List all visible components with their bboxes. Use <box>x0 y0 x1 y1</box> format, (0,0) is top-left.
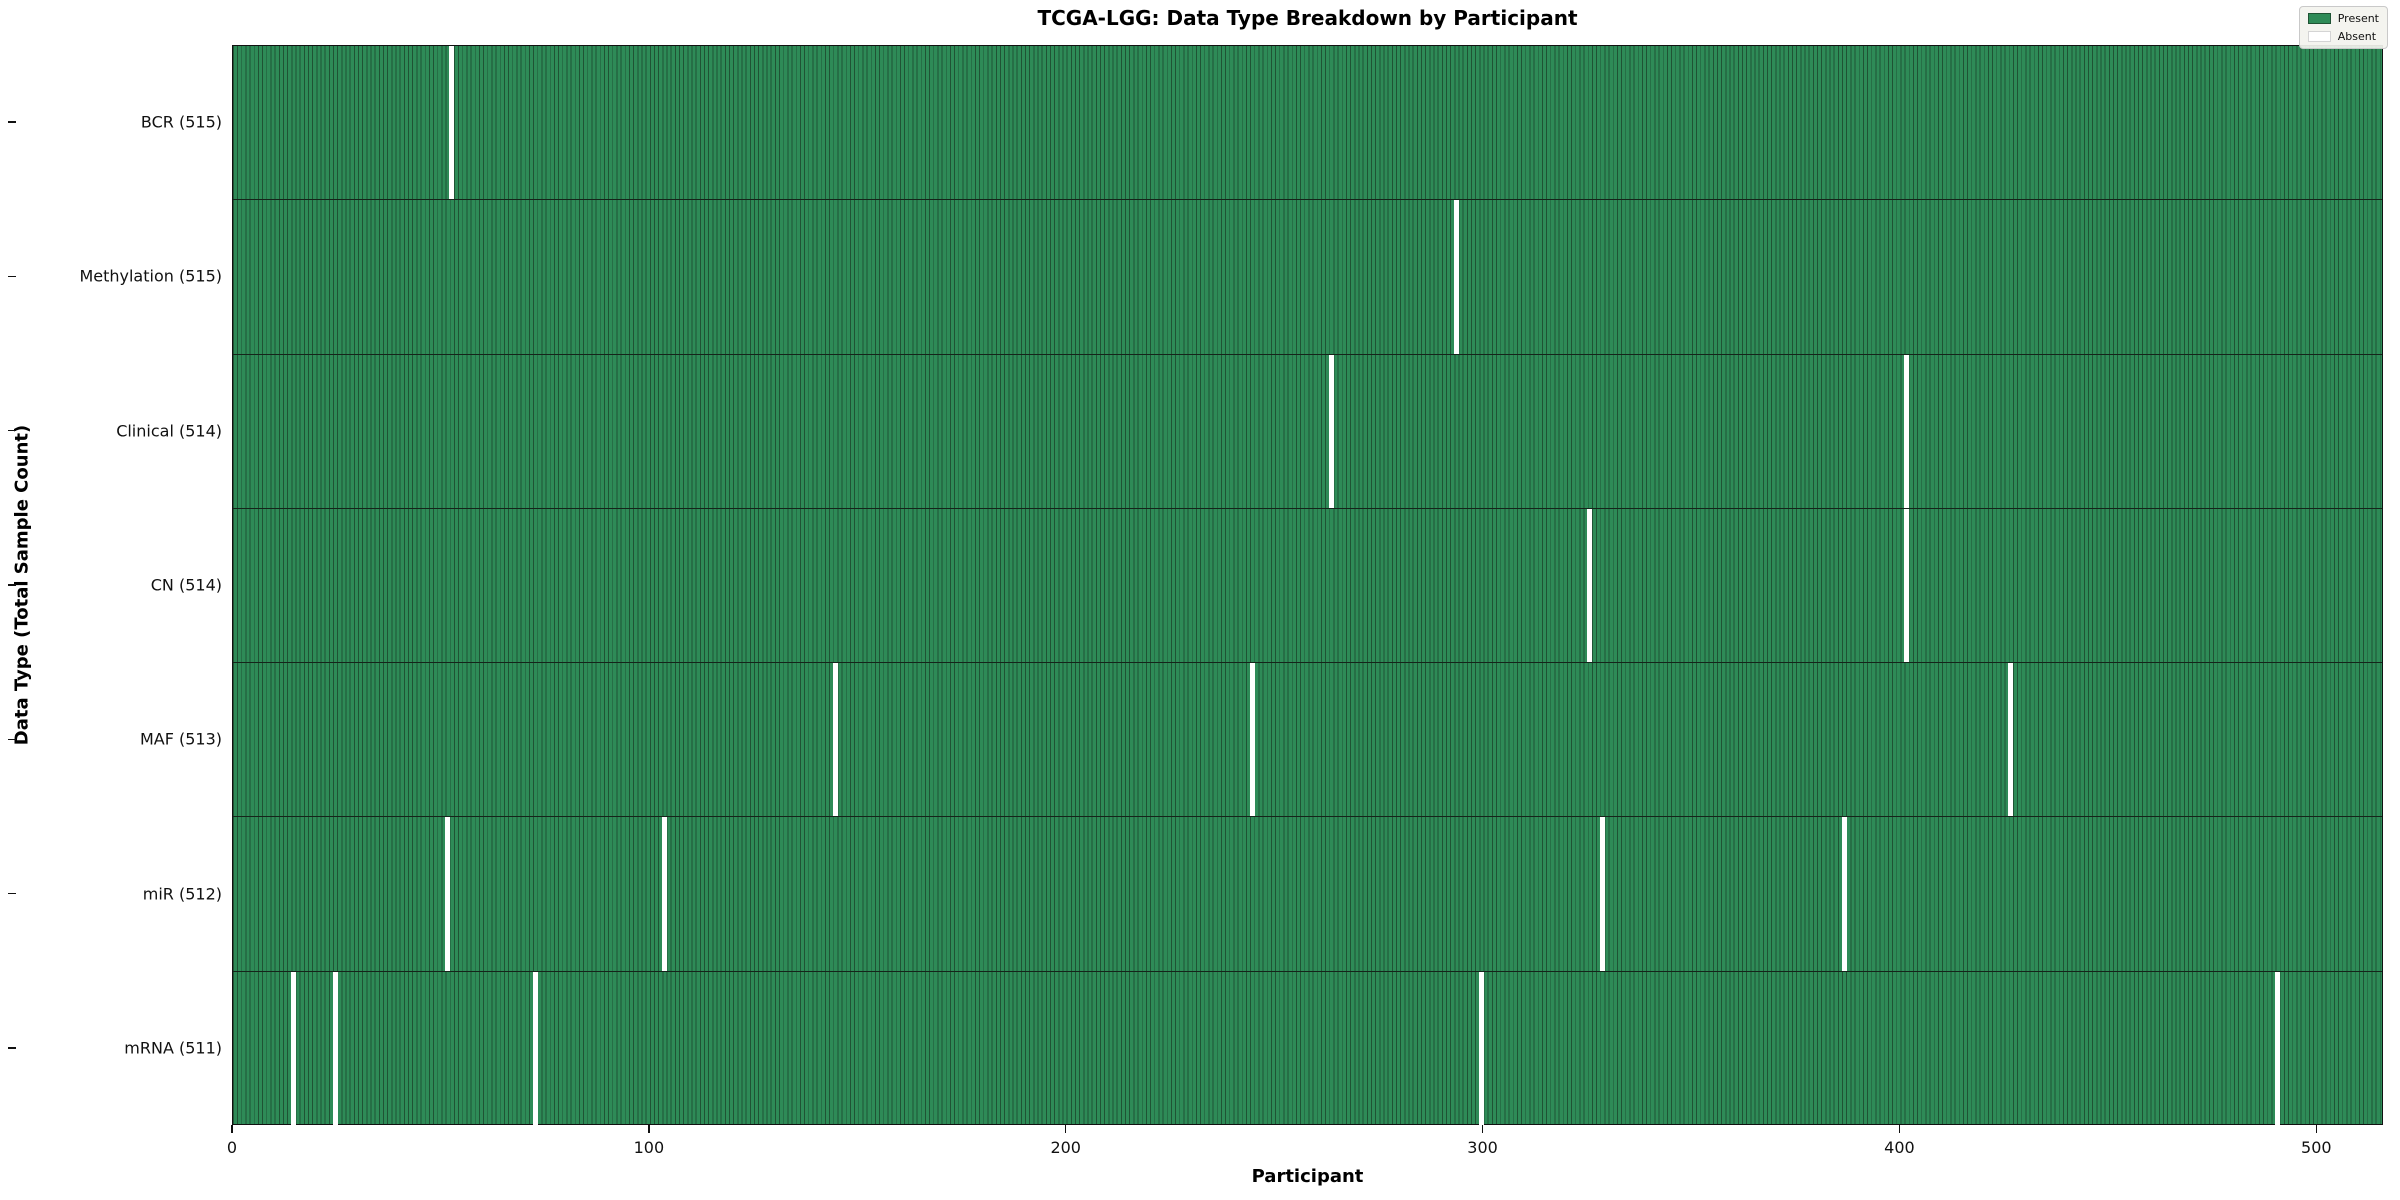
absent-gap <box>832 663 838 817</box>
x-tick-mark <box>1064 1125 1067 1133</box>
row-cn <box>233 508 2382 664</box>
y-tick-mark <box>8 1047 16 1049</box>
absent-gap <box>1841 817 1847 971</box>
absent-gap <box>532 971 538 1126</box>
x-tick-mark <box>2315 1125 2318 1133</box>
x-tick-mark <box>231 1125 233 1133</box>
plot-area <box>232 45 2383 1126</box>
x-tick-mark <box>1481 1125 1484 1133</box>
present-swatch-icon <box>2307 13 2331 24</box>
absent-gap <box>1249 663 1255 817</box>
absent-gap <box>1454 200 1459 354</box>
row-clinical <box>233 354 2382 509</box>
y-tick-mark <box>8 584 16 586</box>
y-tick-label: Methylation (515) <box>79 266 222 286</box>
y-tick-label: CN (514) <box>150 575 222 595</box>
y-tick-label: BCR (515) <box>140 112 222 132</box>
chart-title: TCGA-LGG: Data Type Breakdown by Partici… <box>1037 6 1578 30</box>
x-tick-mark <box>1898 1125 1901 1133</box>
y-tick-mark <box>8 738 16 741</box>
row-mir <box>233 817 2382 972</box>
absent-gap <box>332 971 338 1126</box>
legend-label-absent: Absent <box>2337 30 2377 43</box>
y-tick-label: mRNA (511) <box>124 1038 222 1058</box>
x-tick-label: 500 <box>2301 1138 2332 1157</box>
absent-gap <box>2008 663 2014 817</box>
x-tick-mark <box>648 1125 650 1133</box>
y-tick-mark <box>8 121 16 123</box>
y-tick-label: Clinical (514) <box>116 421 222 441</box>
row-bcr <box>233 46 2382 201</box>
legend-label-present: Present <box>2337 12 2379 25</box>
absent-gap <box>290 971 296 1126</box>
y-tick-mark <box>8 429 16 432</box>
row-mrna <box>233 971 2382 1126</box>
y-tick-mark <box>8 275 16 278</box>
y-tick-label: miR (512) <box>142 884 222 904</box>
absent-gap <box>1599 817 1605 971</box>
absent-gap <box>445 817 451 971</box>
absent-gap <box>661 817 667 971</box>
absent-gap <box>1904 508 1910 663</box>
legend-entry-absent: Absent <box>2307 30 2379 43</box>
legend: Present Absent <box>2298 6 2388 49</box>
absent-gap <box>2275 971 2281 1126</box>
legend-entry-present: Present <box>2307 12 2379 25</box>
x-tick-label: 200 <box>1050 1138 1081 1157</box>
row-maf <box>233 663 2382 818</box>
x-tick-label: 100 <box>633 1138 665 1157</box>
x-tick-label: 300 <box>1467 1138 1498 1157</box>
x-axis-label: Participant <box>1251 1166 1364 1187</box>
absent-gap <box>449 46 455 200</box>
y-tick-label: MAF (513) <box>139 729 222 749</box>
absent-swatch-icon <box>2307 31 2331 42</box>
x-tick-label: 0 <box>226 1138 238 1157</box>
absent-gap <box>1904 354 1910 508</box>
absent-gap <box>1587 508 1593 663</box>
row-methylation <box>233 200 2382 355</box>
y-tick-mark <box>8 892 16 895</box>
x-tick-label: 400 <box>1884 1138 1915 1157</box>
absent-gap <box>1479 971 1484 1126</box>
absent-gap <box>1328 354 1334 508</box>
